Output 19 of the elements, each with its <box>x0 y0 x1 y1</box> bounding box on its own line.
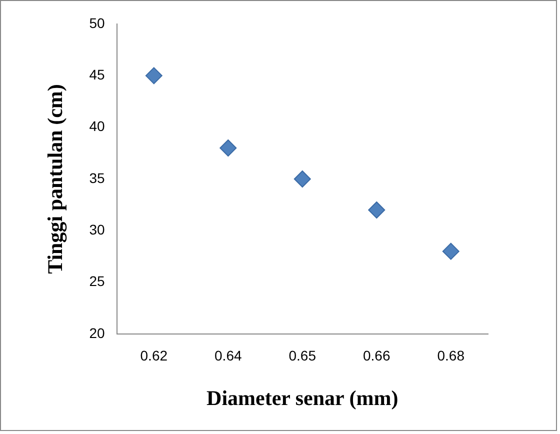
y-tick-label: 30 <box>89 222 105 238</box>
y-axis-title: Tinggi pantulan (cm) <box>43 84 68 274</box>
point <box>145 67 162 84</box>
x-tick-label: 0.66 <box>363 347 390 364</box>
x-tick-label: 0.62 <box>140 347 168 364</box>
y-tick-label: 45 <box>89 66 105 83</box>
point <box>220 140 237 156</box>
x-axis-title: Diameter senar (mm) <box>206 386 398 410</box>
y-tick-label: 35 <box>89 170 105 186</box>
x-tick-label: 0.65 <box>288 347 316 364</box>
point <box>294 170 311 188</box>
y-tick-label: 20 <box>89 324 105 341</box>
x-tick-label: 0.64 <box>214 347 242 364</box>
point <box>368 202 386 218</box>
point <box>442 242 460 260</box>
y-tick-label: 50 <box>89 14 105 31</box>
y-tick-label: 40 <box>89 118 105 134</box>
x-tick-label: 0.68 <box>437 347 465 364</box>
y-tick-label: 25 <box>89 273 105 290</box>
